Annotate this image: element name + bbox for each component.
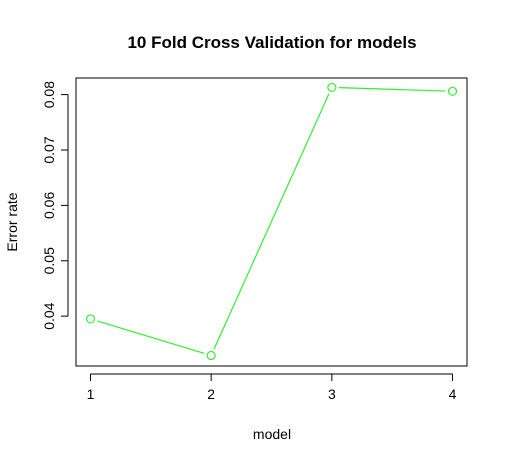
data-point: [447, 86, 458, 96]
y-axis: 0.04 0.05 0.06 0.07 0.08: [41, 81, 69, 330]
data-point: [206, 350, 216, 361]
x-tick-label: 3: [328, 386, 336, 402]
plot-frame: [75, 77, 468, 367]
y-tick-label: 0.04: [41, 302, 57, 329]
series-line-segment: [213, 93, 330, 350]
data-point: [85, 314, 96, 324]
data-point: [327, 82, 337, 93]
series-line-segment: [97, 320, 205, 355]
y-axis-label: Error rate: [4, 192, 20, 251]
x-tick-label: 4: [449, 386, 457, 402]
x-axis-label: model: [253, 426, 291, 442]
y-tick-label: 0.05: [41, 247, 57, 274]
y-tick-label: 0.07: [41, 136, 57, 163]
chart-title: 10 Fold Cross Validation for models: [127, 33, 416, 52]
series-line-segment: [338, 87, 446, 92]
plot-box: [75, 77, 468, 367]
x-axis: 1 2 3 4: [87, 373, 457, 402]
y-tick-label: 0.06: [41, 192, 57, 219]
x-tick-label: 1: [87, 386, 95, 402]
y-tick-label: 0.08: [41, 81, 57, 108]
x-tick-label: 2: [207, 386, 215, 402]
series-layer: [85, 82, 458, 361]
